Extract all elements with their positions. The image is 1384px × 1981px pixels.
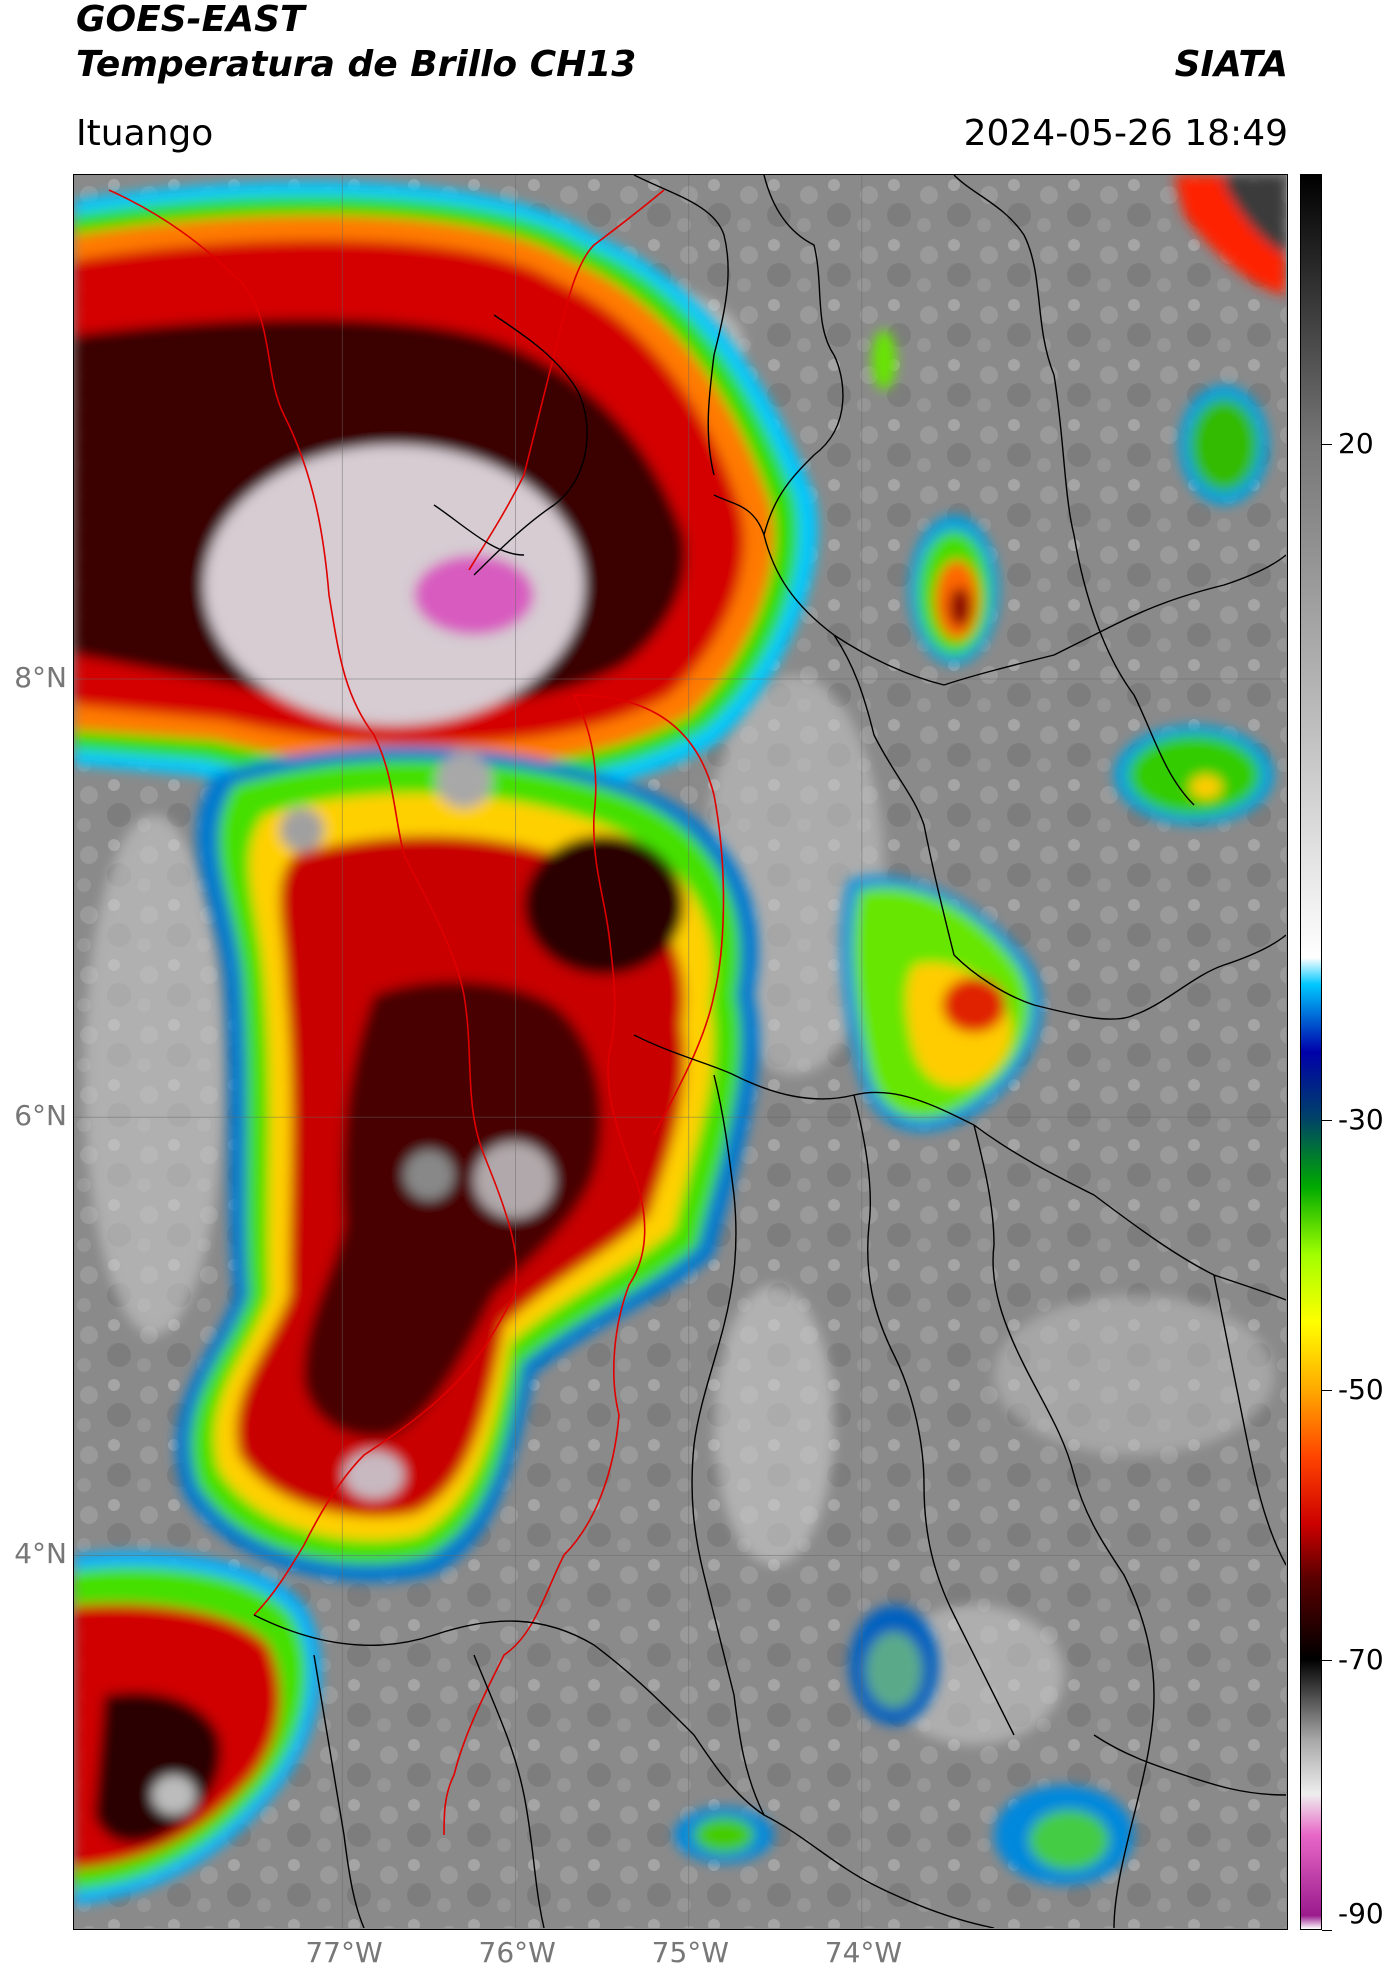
storm-northeast-core [1224,175,1286,255]
lon-tick-label: 77°W [305,1936,383,1969]
colorbar-tick [1322,1659,1332,1661]
location-label: Ituango [76,113,214,154]
storm-north-peak [414,555,534,635]
storm-central-ovt-5 [404,1150,454,1200]
storm-south-1-inner [866,1632,922,1708]
satellite-map [73,174,1288,1930]
coastline-boundary [108,189,518,1616]
colorbar-tick [1322,444,1332,446]
department-boundary-red [443,189,725,1836]
lon-tick-label: 76°W [478,1936,556,1969]
department-boundary-black [253,175,1286,1928]
storm-southwest-core [152,1775,196,1815]
storm-central-ovt-2 [280,808,324,852]
lat-tick-label: 6°N [14,1099,67,1133]
colorbar-tick [1322,1930,1332,1931]
storm-east-3-yellow [1190,775,1222,799]
boundaries [108,175,1286,1928]
lat-tick-label: 8°N [14,660,67,694]
storm-central-ovt-3 [474,1142,554,1218]
colorbar-tick-label: -50 [1338,1372,1384,1406]
storm-east-1-core [942,977,1006,1033]
colorbar-tick-label: 20 [1338,427,1374,461]
colorbar-tick [1322,1389,1332,1391]
storm-central-ovt-4 [344,1451,404,1499]
storm-east-4-green [1190,399,1258,491]
gridlines [74,175,1286,1928]
lon-tick-label: 75°W [651,1936,729,1969]
organization-label: SIATA [1174,44,1288,85]
storm-south-2-inner [1029,1810,1109,1870]
colorbar-tick-label: -30 [1338,1102,1384,1136]
satellite-title: GOES-EAST [76,0,305,40]
colorbar-tick-label: -90 [1338,1897,1384,1930]
lon-tick-label: 74°W [824,1936,903,1969]
lat-tick-label: 4°N [14,1537,67,1571]
storm-north-core [204,445,584,725]
colorbar [1300,174,1322,1930]
storm-south-3-inner [694,1817,754,1853]
storm-east-3-green [1128,735,1260,815]
colorbar-tick-label: -70 [1338,1642,1384,1676]
timestamp-label: 2024-05-26 18:49 [963,113,1288,154]
storm-central-ovt-1 [436,752,492,808]
storm-east-2-core [949,587,971,627]
storm-east-5 [872,330,896,390]
storm-central-dark [303,981,602,1438]
convective-systems [74,175,1286,1905]
colorbar-tick [1322,1119,1332,1121]
product-title: Temperatura de Brillo CH13 [76,44,637,85]
